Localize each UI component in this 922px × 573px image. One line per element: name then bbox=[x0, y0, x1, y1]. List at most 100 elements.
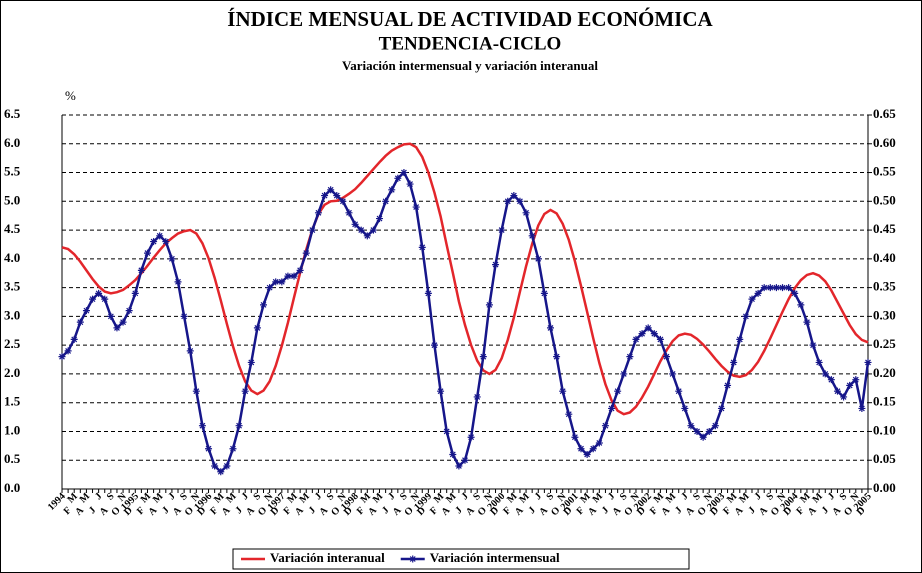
y-tick-label: 1.0 bbox=[4, 422, 20, 437]
point-marker bbox=[748, 295, 756, 303]
point-marker bbox=[235, 422, 243, 430]
point-marker bbox=[479, 353, 487, 361]
point-marker bbox=[779, 284, 787, 292]
point-marker bbox=[711, 422, 719, 430]
y2-tick-label: 0.35 bbox=[873, 279, 896, 294]
y-tick-label: 3.0 bbox=[4, 307, 20, 322]
point-marker bbox=[675, 387, 683, 395]
chart-title: ÍNDICE MENSUAL DE ACTIVIDAD ECONÓMICA bbox=[227, 7, 713, 31]
x-tick-label: J bbox=[166, 491, 177, 502]
point-marker bbox=[58, 353, 66, 361]
x-tick-label: J bbox=[606, 491, 617, 502]
y2-tick-label: 0.00 bbox=[873, 480, 896, 495]
point-marker bbox=[717, 404, 725, 412]
point-marker bbox=[217, 468, 225, 476]
point-marker bbox=[308, 226, 316, 234]
y-tick-label: 0.5 bbox=[4, 451, 21, 466]
x-tick-label: J bbox=[307, 505, 318, 516]
point-marker bbox=[76, 318, 84, 326]
point-marker bbox=[443, 427, 451, 435]
point-marker bbox=[351, 220, 359, 228]
y-tick-label: 6.5 bbox=[4, 106, 21, 121]
point-marker bbox=[388, 186, 396, 194]
x-tick-label: J bbox=[240, 491, 251, 502]
x-tick-label: J bbox=[234, 505, 245, 516]
x-tick-label: J bbox=[160, 505, 171, 516]
point-marker bbox=[559, 387, 567, 395]
point-marker bbox=[522, 209, 530, 217]
point-marker bbox=[644, 324, 652, 332]
point-marker bbox=[742, 312, 750, 320]
legend-marker bbox=[409, 555, 417, 563]
x-tick-label: J bbox=[93, 491, 104, 502]
point-marker bbox=[583, 450, 591, 458]
point-marker bbox=[498, 226, 506, 234]
point-marker bbox=[137, 266, 145, 274]
point-marker bbox=[736, 335, 744, 343]
point-marker bbox=[70, 335, 78, 343]
point-marker bbox=[174, 278, 182, 286]
point-marker bbox=[345, 209, 353, 217]
point-marker bbox=[492, 261, 500, 269]
point-marker bbox=[589, 445, 597, 453]
point-marker bbox=[553, 353, 561, 361]
point-marker bbox=[840, 393, 848, 401]
y2-tick-label: 0.25 bbox=[873, 336, 896, 351]
point-marker bbox=[455, 462, 463, 470]
y-tick-label: 5.5 bbox=[4, 164, 21, 179]
point-marker bbox=[107, 312, 115, 320]
point-marker bbox=[620, 370, 628, 378]
point-marker bbox=[394, 174, 402, 182]
y2-tick-label: 0.45 bbox=[873, 221, 896, 236]
point-marker bbox=[156, 232, 164, 240]
point-marker bbox=[510, 192, 518, 200]
point-marker bbox=[101, 295, 109, 303]
point-marker bbox=[656, 335, 664, 343]
y2-tick-label: 0.30 bbox=[873, 307, 896, 322]
point-marker bbox=[321, 192, 329, 200]
point-marker bbox=[852, 376, 860, 384]
y2-tick-label: 0.60 bbox=[873, 135, 896, 150]
point-marker bbox=[168, 255, 176, 263]
point-marker bbox=[461, 456, 469, 464]
point-marker bbox=[82, 307, 90, 315]
point-marker bbox=[687, 422, 695, 430]
point-marker bbox=[504, 197, 512, 205]
point-marker bbox=[827, 376, 835, 384]
chart-caption: Variación intermensual y variación inter… bbox=[342, 58, 598, 73]
x-tick-label: J bbox=[533, 491, 544, 502]
point-marker bbox=[821, 370, 829, 378]
point-marker bbox=[534, 255, 542, 263]
point-marker bbox=[382, 197, 390, 205]
y-tick-label: 1.5 bbox=[4, 394, 21, 409]
point-marker bbox=[540, 289, 548, 297]
point-marker bbox=[95, 289, 103, 297]
point-marker bbox=[284, 272, 292, 280]
legend-label: Variación intermensual bbox=[430, 550, 560, 565]
legend-box bbox=[232, 548, 690, 570]
point-marker bbox=[198, 422, 206, 430]
point-marker bbox=[241, 387, 249, 395]
x-tick-label: J bbox=[313, 491, 324, 502]
point-marker bbox=[89, 295, 97, 303]
point-marker bbox=[376, 215, 384, 223]
point-marker bbox=[424, 289, 432, 297]
x-tick-label: J bbox=[453, 505, 464, 516]
point-marker bbox=[608, 404, 616, 412]
point-marker bbox=[266, 284, 274, 292]
point-marker bbox=[614, 387, 622, 395]
point-marker bbox=[669, 370, 677, 378]
x-tick-label: J bbox=[459, 491, 470, 502]
point-marker bbox=[705, 427, 713, 435]
x-tick-label: J bbox=[380, 505, 391, 516]
point-marker bbox=[467, 433, 475, 441]
y2-tick-label: 0.15 bbox=[873, 394, 896, 409]
point-marker bbox=[797, 301, 805, 309]
point-marker bbox=[162, 238, 170, 246]
point-marker bbox=[180, 312, 188, 320]
y2-tick-label: 0.20 bbox=[873, 365, 896, 380]
point-marker bbox=[546, 324, 554, 332]
point-marker bbox=[229, 445, 237, 453]
y2-tick-label: 0.50 bbox=[873, 192, 896, 207]
